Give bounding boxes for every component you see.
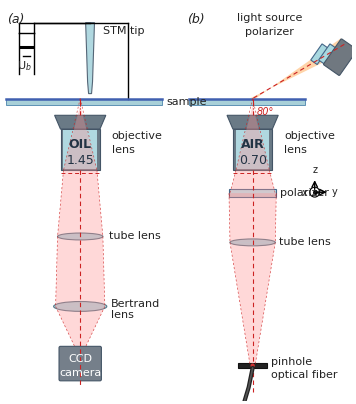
Bar: [189, 99, 305, 105]
Ellipse shape: [58, 233, 103, 240]
Text: z: z: [312, 165, 317, 175]
Text: sample: sample: [167, 97, 208, 107]
Polygon shape: [236, 105, 269, 170]
Polygon shape: [233, 129, 272, 170]
Text: (a): (a): [7, 13, 25, 26]
Text: AIR: AIR: [241, 138, 265, 152]
Text: light source: light source: [237, 13, 302, 23]
Text: x: x: [302, 188, 308, 198]
Text: 1.45: 1.45: [66, 154, 94, 167]
Text: (b): (b): [187, 13, 204, 26]
Text: Bertrand: Bertrand: [111, 299, 160, 309]
Text: CCD
camera: CCD camera: [59, 354, 101, 378]
Polygon shape: [63, 105, 97, 170]
Polygon shape: [250, 38, 348, 99]
Polygon shape: [63, 130, 97, 170]
Bar: [6, 99, 162, 105]
FancyBboxPatch shape: [311, 44, 329, 65]
Text: optical fiber: optical fiber: [271, 370, 338, 381]
Text: polarizer: polarizer: [280, 188, 329, 198]
Polygon shape: [229, 193, 276, 242]
Text: pinhole: pinhole: [271, 357, 313, 366]
Text: objective
lens: objective lens: [284, 131, 335, 155]
FancyBboxPatch shape: [324, 39, 356, 76]
FancyBboxPatch shape: [319, 44, 336, 65]
Polygon shape: [227, 115, 278, 129]
Polygon shape: [86, 23, 94, 94]
Bar: [238, 363, 267, 368]
Polygon shape: [56, 236, 105, 307]
Text: tube lens: tube lens: [279, 238, 331, 247]
Polygon shape: [54, 115, 106, 129]
FancyBboxPatch shape: [59, 346, 101, 381]
Text: tube lens: tube lens: [109, 231, 161, 242]
Circle shape: [251, 363, 255, 368]
Ellipse shape: [54, 301, 107, 311]
Text: U$_b$: U$_b$: [17, 59, 32, 73]
Text: objective
lens: objective lens: [112, 131, 163, 155]
Text: OIL: OIL: [69, 138, 92, 152]
Text: STM tip: STM tip: [103, 25, 145, 36]
Text: lens: lens: [111, 310, 134, 320]
Bar: [229, 189, 276, 197]
Polygon shape: [230, 242, 275, 366]
Polygon shape: [236, 130, 269, 170]
Ellipse shape: [230, 239, 275, 246]
Polygon shape: [58, 170, 103, 236]
Polygon shape: [56, 307, 105, 348]
Polygon shape: [229, 170, 276, 197]
Text: 80°: 80°: [257, 107, 274, 117]
Text: polarizer: polarizer: [245, 27, 294, 37]
Text: 0.70: 0.70: [239, 154, 267, 167]
Polygon shape: [61, 129, 100, 170]
Text: y: y: [331, 187, 337, 197]
